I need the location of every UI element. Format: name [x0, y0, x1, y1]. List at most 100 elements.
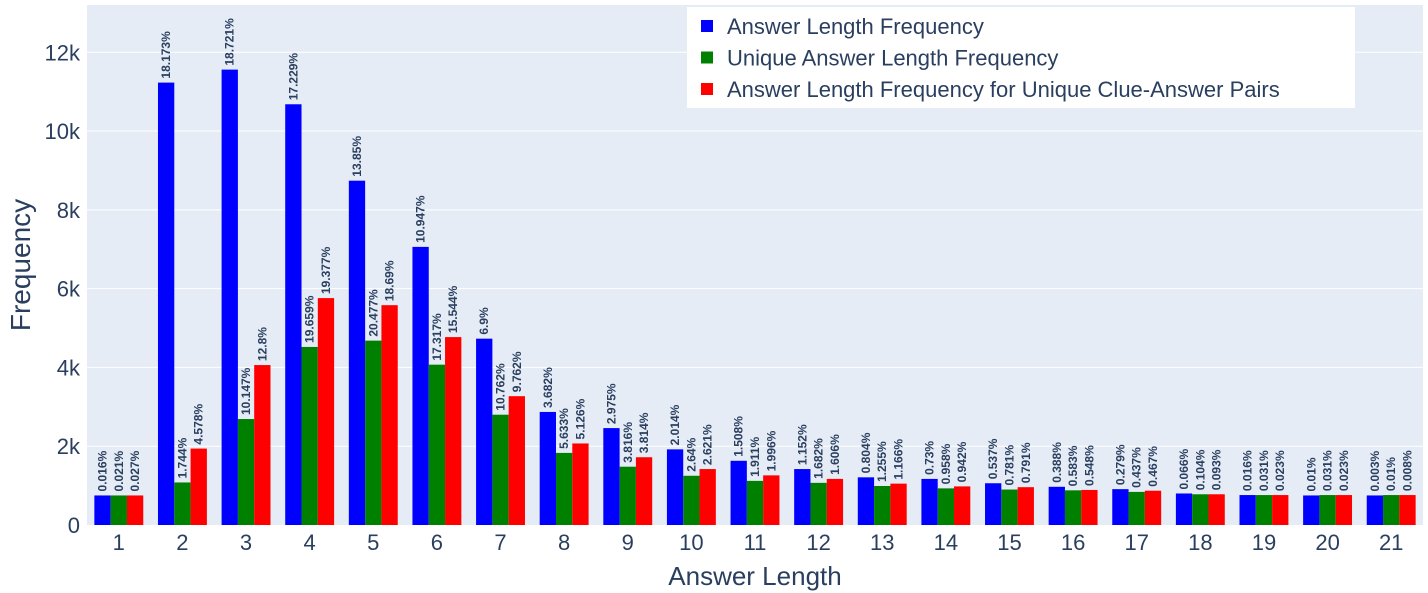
data-label: 10.762% — [494, 363, 508, 411]
x-tick-label: 18 — [1188, 530, 1212, 555]
bar-series-2 — [1064, 490, 1082, 525]
bar-series-1 — [412, 246, 429, 525]
data-label: 18.173% — [159, 31, 173, 79]
x-tick-label: 14 — [934, 530, 958, 555]
data-label: 0.583% — [1066, 445, 1080, 486]
data-label: 0.537% — [986, 438, 1000, 479]
legend[interactable]: Answer Length Frequency Unique Answer Len… — [687, 7, 1355, 108]
data-label: 0.031% — [1321, 450, 1335, 491]
data-label: 0.023% — [1337, 450, 1351, 491]
data-label: 0.008% — [1400, 450, 1414, 491]
bar-series-2 — [1319, 495, 1336, 525]
bar-series-1 — [221, 69, 238, 525]
data-label: 0.791% — [1019, 442, 1033, 483]
data-label: 0.066% — [1177, 448, 1191, 489]
data-label: 18.721% — [223, 18, 237, 66]
y-tick-label: 6k — [57, 277, 81, 302]
legend-item-label[interactable]: Answer Length Frequency for Unique Clue-… — [727, 77, 1280, 102]
bar-series-1 — [539, 411, 556, 525]
bar-series-2 — [110, 495, 127, 525]
data-label: 0.021% — [112, 450, 126, 491]
bar-series-2 — [555, 452, 573, 525]
bar-series-2 — [619, 466, 636, 525]
data-label: 1.166% — [892, 439, 906, 480]
bar-series-2 — [746, 480, 764, 525]
data-label: 19.659% — [303, 295, 317, 343]
bar-series-3 — [254, 365, 271, 525]
data-label: 2.621% — [701, 424, 715, 465]
bar-series-2 — [365, 340, 382, 525]
x-tick-label: 8 — [558, 530, 570, 555]
data-label: 3.816% — [621, 422, 635, 463]
legend-item-label[interactable]: Unique Answer Length Frequency — [727, 46, 1058, 71]
bar-series-1 — [157, 82, 175, 525]
data-label: 0.942% — [955, 441, 969, 482]
data-label: 0.548% — [1082, 445, 1096, 486]
data-label: 10.947% — [414, 195, 428, 243]
x-tick-label: 3 — [240, 530, 252, 555]
bar-series-3 — [763, 475, 780, 525]
bar-series-3 — [1399, 495, 1416, 525]
bar-series-3 — [381, 305, 398, 525]
bar-series-1 — [285, 104, 302, 525]
bar-series-2 — [1128, 491, 1145, 525]
data-label: 20.477% — [366, 289, 380, 337]
bars-layer — [94, 69, 1416, 526]
y-tick-label: 10k — [45, 119, 81, 144]
data-label: 0.781% — [1002, 445, 1016, 486]
x-tick-label: 4 — [304, 530, 316, 555]
data-label: 2.014% — [668, 404, 682, 445]
data-label: 0.016% — [96, 450, 110, 491]
bar-series-1 — [921, 478, 938, 525]
bar-series-3 — [190, 448, 207, 525]
data-label: 0.104% — [1193, 449, 1207, 490]
data-label: 0.093% — [1210, 449, 1224, 490]
bar-series-2 — [874, 486, 891, 525]
bar-series-1 — [603, 428, 620, 525]
data-label: 3.682% — [541, 367, 555, 408]
data-label: 1.606% — [828, 434, 842, 475]
bar-series-2 — [237, 419, 255, 525]
x-axis-ticks: 1 2 3 4 5 6 7 8 9 10 11 12 13 14 15 16 17 18 19 20 21 — [113, 530, 1404, 555]
bar-series-1 — [730, 460, 747, 525]
data-label: 0.437% — [1130, 447, 1144, 488]
bar-series-2 — [1383, 495, 1400, 525]
data-label: 19.377% — [319, 246, 333, 294]
data-label: 0.01% — [1384, 457, 1398, 491]
bar-series-3 — [1272, 495, 1289, 525]
data-label: 0.027% — [128, 450, 142, 491]
y-axis-title: Frequency — [5, 199, 36, 331]
y-tick-label: 2k — [57, 434, 81, 459]
data-label: 9.762% — [510, 351, 524, 392]
x-tick-label: 10 — [679, 530, 703, 555]
legend-swatch — [701, 83, 713, 95]
bar-series-1 — [94, 495, 111, 525]
bar-series-2 — [937, 488, 955, 525]
data-label: 0.01% — [1304, 457, 1318, 491]
legend-swatch — [701, 51, 713, 64]
bar-series-3 — [1017, 487, 1034, 525]
data-label: 13.85% — [350, 136, 364, 177]
x-tick-label: 16 — [1061, 530, 1085, 555]
data-label: 10.147% — [239, 367, 253, 415]
x-tick-label: 11 — [744, 530, 767, 555]
bar-series-3 — [1144, 490, 1162, 525]
bar-series-3 — [1208, 494, 1225, 525]
legend-item-label[interactable]: Answer Length Frequency — [727, 14, 984, 39]
x-tick-label: 20 — [1315, 530, 1339, 555]
bar-series-3 — [826, 478, 844, 525]
data-label: 1.255% — [875, 441, 889, 482]
bar-series-2 — [301, 346, 318, 525]
data-label: 6.9% — [477, 307, 491, 335]
bar-series-1 — [1048, 486, 1065, 525]
bar-series-3 — [890, 483, 907, 525]
bar-series-1 — [1239, 495, 1256, 525]
bar-series-3 — [1081, 489, 1098, 525]
bar-series-1 — [985, 483, 1002, 525]
bar-series-2 — [683, 475, 700, 525]
bar-series-2 — [1001, 489, 1018, 525]
data-label: 1.682% — [812, 438, 826, 479]
y-tick-label: 0 — [68, 513, 80, 538]
x-tick-label: 9 — [622, 530, 634, 555]
